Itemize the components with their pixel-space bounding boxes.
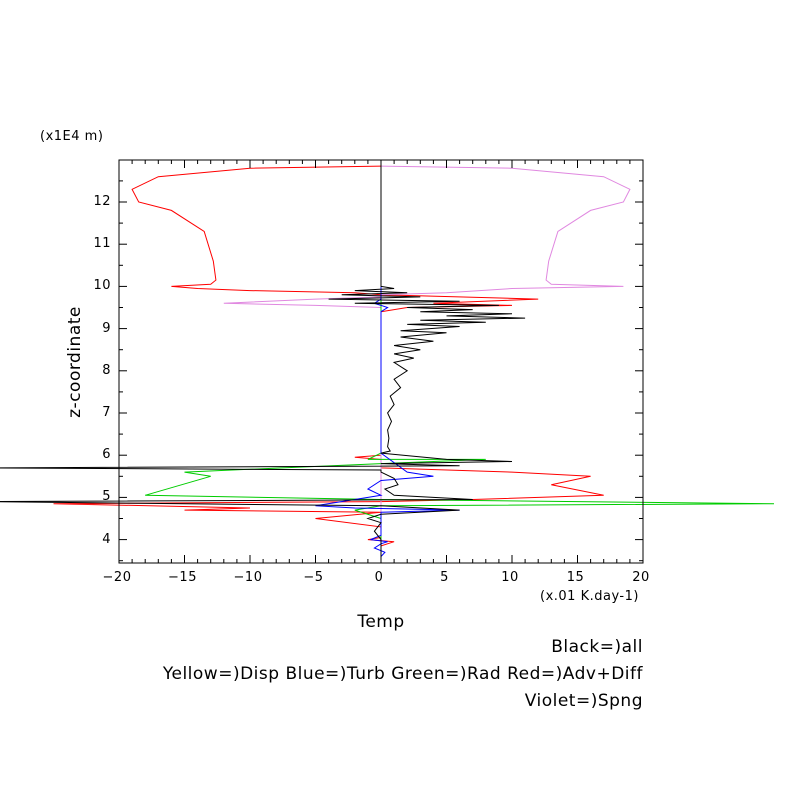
x-tick-label: −15 <box>168 570 197 585</box>
y-tick-label: 4 <box>102 531 111 547</box>
series-line-all <box>0 166 526 557</box>
y-axis-title: z-coordinate <box>65 306 85 418</box>
x-tick-label: 5 <box>440 570 449 585</box>
y-tick-label: 10 <box>93 278 111 294</box>
x-tick-label: 0 <box>374 570 384 585</box>
x-tick-label: −5 <box>303 570 324 585</box>
x-axis-title: Temp <box>357 612 405 632</box>
series-line-turb <box>315 265 460 557</box>
y-unit-label: (x1E4 m) <box>40 129 104 144</box>
x-tick-label: 20 <box>632 570 650 585</box>
y-tick-label: 12 <box>93 194 111 209</box>
x-tick-label: 10 <box>501 570 519 585</box>
series-line-rad <box>145 265 775 557</box>
legend-line-1: Black=)all <box>551 637 643 657</box>
x-tick-label: −10 <box>233 570 263 585</box>
legend-line-2: Yellow=)Disp Blue=)Turb Green=)Rad Red=)… <box>162 664 643 684</box>
series-line-advdiff <box>53 165 604 557</box>
y-tick-label: 9 <box>102 320 111 336</box>
y-tick-label: 6 <box>102 447 111 463</box>
legend-line-3: Violet=)Spng <box>524 691 643 711</box>
x-tick-label: 15 <box>566 570 585 585</box>
y-tick-label: 8 <box>102 362 111 378</box>
y-tick-label: 5 <box>102 489 111 505</box>
x-tick-label: −20 <box>102 570 132 585</box>
x-unit-label: (x.01 K.day-1) <box>540 589 639 604</box>
series-line-spng <box>223 165 631 557</box>
y-tick-label: 11 <box>93 236 111 252</box>
y-tick-label: 7 <box>102 405 111 420</box>
